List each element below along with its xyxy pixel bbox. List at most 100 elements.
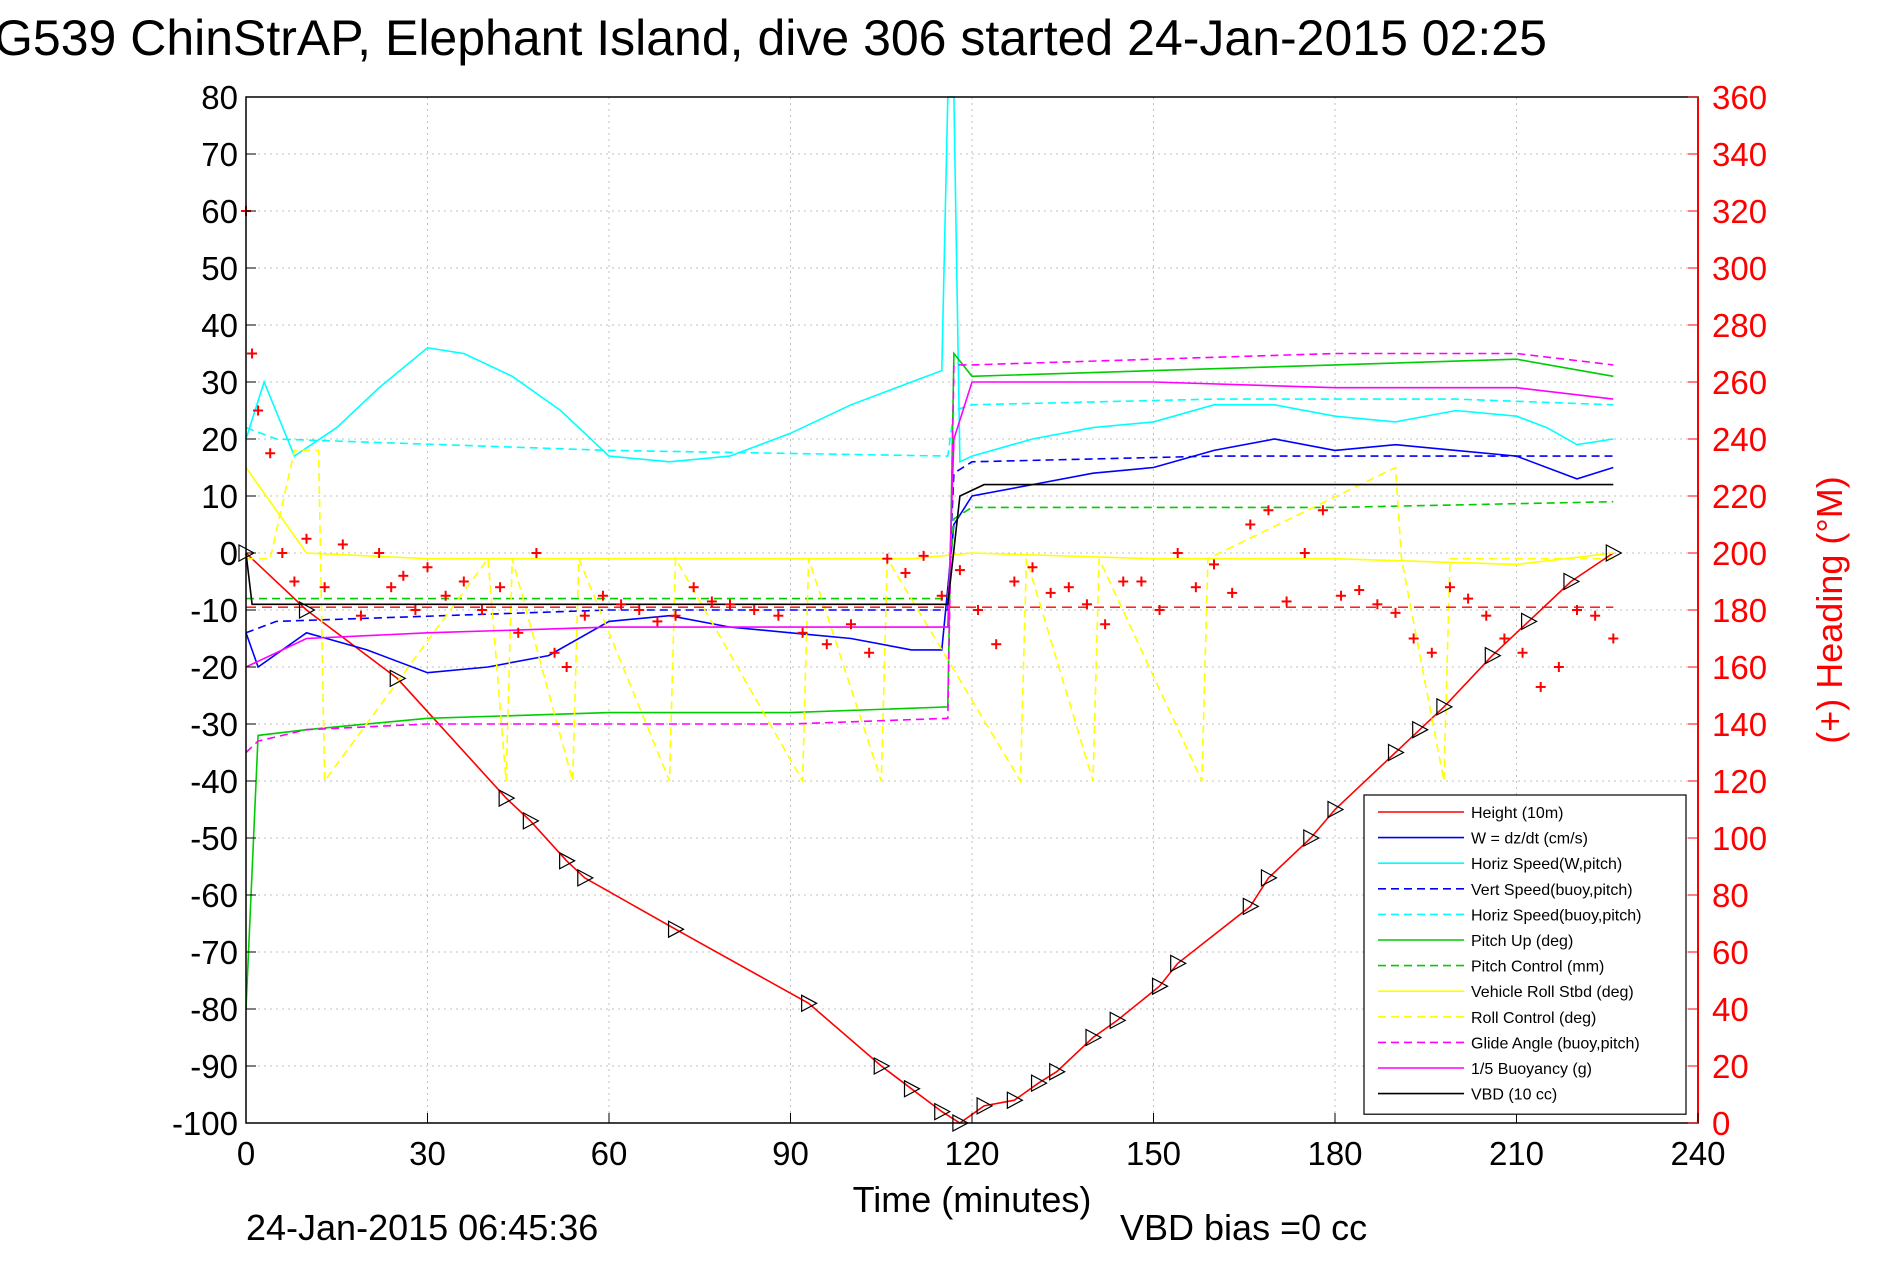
- heading-marker: [374, 548, 385, 558]
- heading-marker: [1590, 610, 1601, 621]
- series-line-6: [246, 500, 1614, 600]
- heading-marker: [797, 627, 808, 638]
- series-line-3: [245, 455, 1614, 634]
- heading-marker: [1154, 605, 1165, 615]
- x-axis-ticks: 0 30 60 90 120 150 180 210 240: [237, 1113, 1726, 1172]
- height-marker: [1563, 572, 1581, 591]
- heading-marker: [1463, 593, 1474, 604]
- heading-marker: [1481, 610, 1492, 621]
- heading-marker: [1100, 619, 1111, 630]
- y-tick-label: -100: [172, 1105, 238, 1142]
- y-tick-label: -20: [190, 649, 238, 686]
- height-marker: [1170, 954, 1187, 973]
- heading-marker: [1136, 576, 1147, 587]
- height-marker: [1412, 720, 1429, 739]
- heading-marker: [458, 576, 469, 587]
- heading-marker: [265, 448, 276, 459]
- heading-marker: [1499, 633, 1510, 644]
- y-tick-label: -50: [190, 820, 238, 857]
- height-marker: [1303, 829, 1321, 847]
- series-line-8: [246, 449, 1614, 784]
- heading-marker: [1426, 647, 1437, 658]
- heading-marker: [319, 582, 330, 593]
- right-tick-label: 20: [1712, 1048, 1749, 1085]
- heading-markers: [241, 206, 1619, 692]
- right-axis-label: (+) Heading (°M): [1809, 476, 1850, 743]
- height-marker: [1030, 1074, 1048, 1093]
- height-marker: [1436, 697, 1454, 716]
- heading-marker: [991, 639, 1002, 650]
- heading-marker: [597, 590, 608, 601]
- right-tick-label: 360: [1712, 79, 1767, 116]
- height-marker: [1327, 800, 1345, 819]
- height-marker: [1605, 544, 1623, 562]
- heading-marker: [846, 619, 856, 630]
- height-marker: [1387, 743, 1405, 762]
- right-tick-label: 180: [1712, 592, 1767, 629]
- y-tick-label: 20: [201, 421, 238, 458]
- heading-marker: [1517, 647, 1528, 658]
- heading-marker: [289, 576, 300, 587]
- y-tick-label: -30: [190, 706, 238, 743]
- legend-box: [1363, 794, 1687, 1115]
- x-tick-label: 210: [1489, 1135, 1544, 1172]
- heading-marker: [1118, 576, 1129, 587]
- heading-marker: [1572, 605, 1582, 615]
- height-marker: [498, 789, 516, 808]
- heading-marker: [1535, 681, 1546, 692]
- height-marker: [522, 811, 540, 830]
- y-tick-label: 80: [201, 79, 238, 116]
- heading-marker: [1263, 505, 1274, 516]
- heading-marker: [398, 570, 409, 581]
- legend-label: Vehicle Roll Stbd (deg): [1471, 984, 1634, 1001]
- series-line-7: [245, 467, 1614, 566]
- heading-marker: [749, 605, 760, 615]
- right-tick-label: 80: [1712, 877, 1749, 914]
- x-tick-label: 0: [237, 1135, 255, 1172]
- heading-marker: [579, 610, 590, 621]
- x-tick-label: 30: [409, 1135, 446, 1172]
- heading-marker: [531, 548, 542, 558]
- y-tick-label: -90: [190, 1048, 238, 1085]
- right-tick-label: 120: [1712, 763, 1767, 800]
- heading-marker: [1390, 607, 1401, 618]
- heading-marker: [616, 599, 627, 610]
- x-tick-label: 150: [1126, 1135, 1181, 1172]
- heading-marker: [1172, 548, 1183, 558]
- right-tick-label: 0: [1712, 1105, 1730, 1142]
- heading-marker: [864, 647, 875, 658]
- right-tick-label: 320: [1712, 193, 1767, 230]
- right-tick-label: 40: [1712, 991, 1749, 1028]
- heading-marker: [1245, 519, 1256, 530]
- legend: Height (10m) W = dz/dt (cm/s) Horiz Speed(…: [1363, 794, 1687, 1115]
- right-tick-label: 240: [1712, 421, 1767, 458]
- heading-marker: [549, 647, 560, 658]
- heading-marker: [1281, 596, 1292, 607]
- height-marker: [1109, 1011, 1127, 1030]
- heading-marker: [355, 610, 366, 621]
- heading-marker: [900, 567, 911, 578]
- height-marker: [1520, 612, 1538, 631]
- right-axis-ticks: 3603403203002802602402202001801601401201…: [1688, 79, 1767, 1142]
- heading-marker: [495, 582, 506, 593]
- heading-marker: [277, 548, 288, 558]
- x-tick-label: 240: [1670, 1135, 1725, 1172]
- heading-marker: [1608, 633, 1619, 644]
- height-marker: [801, 994, 818, 1013]
- y-tick-label: 60: [201, 193, 238, 230]
- legend-label: Glide Angle (buoy,pitch): [1471, 1035, 1640, 1052]
- y-tick-label: 10: [201, 478, 238, 515]
- right-tick-label: 220: [1712, 478, 1767, 515]
- heading-marker: [725, 599, 735, 610]
- right-tick-label: 60: [1712, 934, 1749, 971]
- x-tick-label: 120: [944, 1135, 999, 1172]
- height-marker: [1006, 1091, 1024, 1110]
- y-tick-label: -70: [190, 934, 238, 971]
- chart-title: G539 ChinStrAP, Elephant Island, dive 30…: [0, 10, 1547, 66]
- height-marker: [1049, 1062, 1066, 1081]
- footer-vbd-bias: VBD bias =0 cc: [1120, 1207, 1367, 1248]
- heading-marker: [410, 605, 421, 615]
- heading-marker: [337, 539, 348, 550]
- legend-label: Horiz Speed(buoy,pitch): [1471, 907, 1641, 924]
- heading-marker: [652, 616, 663, 627]
